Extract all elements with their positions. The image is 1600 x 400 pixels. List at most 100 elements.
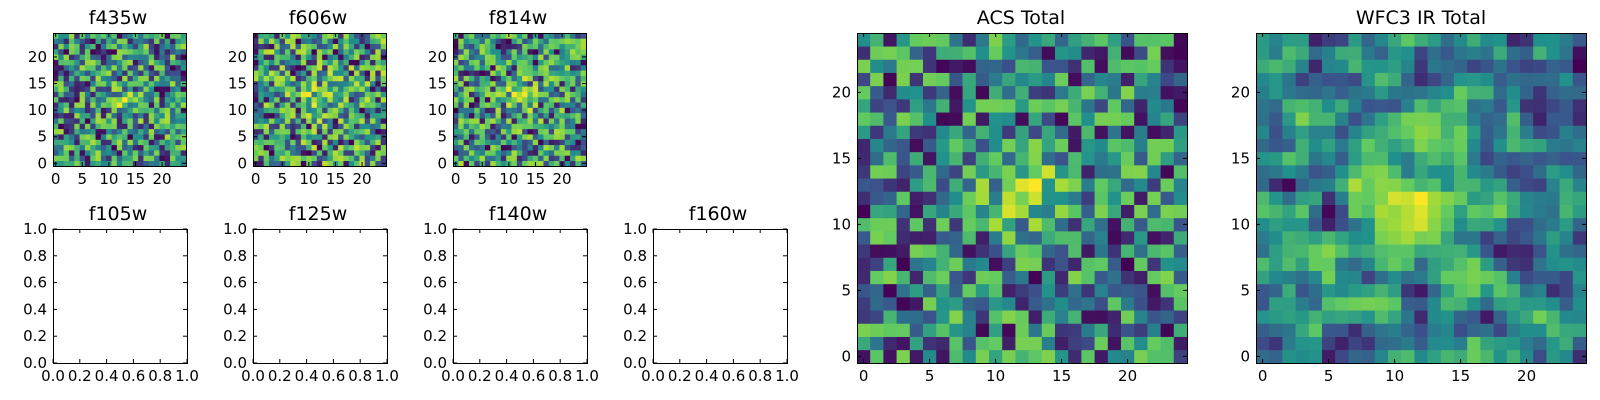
heatmap-cell — [479, 128, 486, 135]
heatmap-cell — [300, 107, 307, 114]
heatmap-cell — [506, 38, 512, 44]
heatmap-cell — [1427, 217, 1442, 232]
heatmap-cell — [322, 38, 328, 44]
heatmap-cell — [279, 123, 286, 130]
heatmap-cell — [575, 43, 582, 50]
heatmap-cell — [548, 139, 555, 146]
heatmap-cell — [548, 75, 555, 82]
heatmap-cell — [348, 33, 355, 39]
heatmap-cell — [1256, 310, 1270, 324]
heatmap-cell — [458, 70, 464, 76]
heatmap-cell — [1269, 283, 1283, 298]
heatmap-cell — [527, 33, 534, 39]
x-tick-label: 0 — [1258, 367, 1268, 385]
heatmap-cell — [554, 64, 560, 71]
heatmap-cell — [58, 102, 64, 108]
heatmap-cell — [290, 128, 296, 135]
heatmap-cell — [1081, 204, 1095, 219]
heatmap-cell — [516, 112, 523, 119]
heatmap-cell — [949, 204, 963, 219]
heatmap-cell — [1559, 349, 1574, 364]
heatmap-cell — [164, 150, 171, 156]
heatmap-cell — [522, 91, 528, 98]
heatmap-cell — [1414, 231, 1428, 245]
heatmap-cell — [1520, 257, 1534, 271]
heatmap-cell — [1282, 336, 1296, 351]
heatmap-cell — [1335, 310, 1349, 324]
heatmap-cell — [154, 33, 160, 39]
heatmap-cell — [1493, 297, 1508, 311]
heatmap-cell — [1055, 297, 1069, 311]
heatmap-cell — [484, 48, 491, 55]
heatmap-cell — [159, 134, 166, 140]
heatmap-cell — [1160, 323, 1175, 337]
heatmap-cell — [506, 150, 512, 156]
heatmap-cell — [857, 33, 871, 47]
heatmap-cell — [975, 85, 990, 100]
heatmap-cell — [1374, 231, 1389, 245]
heatmap-cell — [522, 112, 528, 119]
heatmap-cell — [511, 54, 518, 60]
heatmap-cell — [870, 244, 884, 258]
heatmap-cell — [989, 217, 1003, 232]
heatmap-cell — [290, 91, 296, 98]
heatmap-cell — [1068, 297, 1082, 311]
heatmap-cell — [1506, 323, 1521, 337]
heatmap-cell — [322, 150, 328, 156]
heatmap-cell — [338, 96, 344, 103]
heatmap-cell — [127, 139, 134, 146]
heatmap-cell — [290, 107, 296, 114]
heatmap-cell — [1480, 336, 1494, 351]
heatmap-cell — [1308, 323, 1323, 337]
heatmap-cell — [532, 128, 539, 135]
heatmap-cell — [338, 134, 344, 140]
heatmap-cell — [316, 86, 323, 92]
heatmap-cell — [1015, 85, 1029, 100]
heatmap-cell — [180, 91, 187, 98]
heatmap-cell — [164, 123, 171, 130]
heatmap-cell — [484, 59, 491, 66]
heatmap-cell — [348, 86, 355, 92]
heatmap-cell — [58, 128, 64, 135]
heatmap-cell — [883, 59, 897, 73]
heatmap-cell — [527, 107, 534, 114]
heatmap-cell — [495, 70, 502, 76]
heatmap-cell — [1055, 46, 1069, 60]
heatmap-cell — [923, 231, 937, 245]
heatmap-cell — [1094, 165, 1109, 179]
heatmap-cell — [1269, 46, 1283, 60]
heatmap-cell — [58, 144, 64, 151]
heatmap-cell — [343, 144, 350, 151]
heatmap-cell — [1335, 99, 1349, 113]
heatmap-cell — [1374, 85, 1389, 100]
heatmap-cell — [1002, 204, 1016, 219]
heatmap-cell — [1121, 191, 1135, 205]
heatmap-cell — [274, 80, 280, 87]
heatmap-cell — [364, 160, 371, 167]
heatmap-cell — [1533, 112, 1547, 126]
heatmap-cell — [479, 43, 486, 50]
heatmap-cells-f606w — [253, 33, 387, 167]
heatmap-cell — [1041, 33, 1056, 47]
heatmap-cell — [1533, 310, 1547, 324]
heatmap-cell — [1546, 336, 1560, 351]
heatmap-cell — [316, 70, 323, 76]
heatmap-cell — [575, 123, 582, 130]
x-tick-label: 5 — [477, 170, 487, 188]
heatmap-cell — [1414, 165, 1428, 179]
heatmap-cell — [1546, 349, 1560, 364]
heatmap-cell — [474, 134, 480, 140]
heatmap-cell — [343, 134, 350, 140]
heatmap-cell — [1454, 165, 1468, 179]
heatmap-cell — [1081, 257, 1095, 271]
heatmap-cell — [1121, 59, 1135, 73]
heatmap-cell — [468, 107, 475, 114]
heatmap-cell — [896, 231, 911, 245]
heatmap-cell — [138, 38, 144, 44]
heatmap-cell — [268, 150, 275, 156]
heatmap-cell — [1454, 297, 1468, 311]
heatmap-cell — [490, 155, 496, 162]
heatmap-cell — [1269, 349, 1283, 364]
